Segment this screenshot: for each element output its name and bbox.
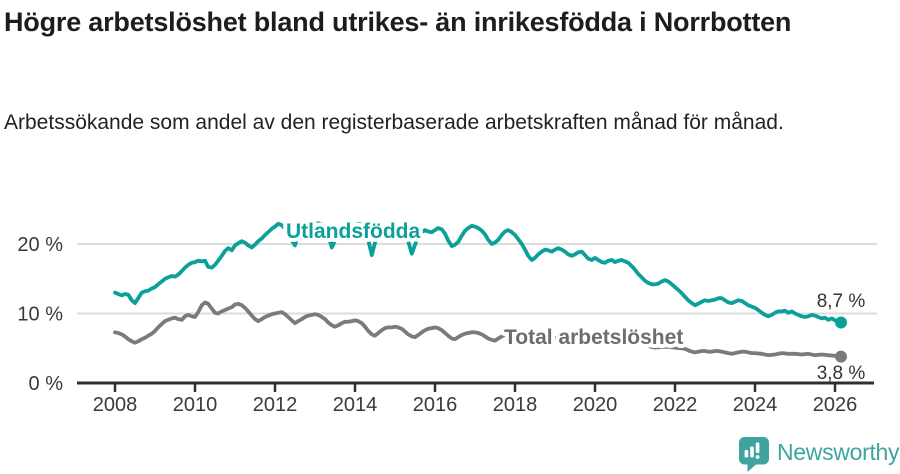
series-line-utlandsfodda (113, 221, 843, 325)
x-tick-label: 2020 (573, 394, 618, 416)
x-tick-label: 2024 (733, 394, 778, 416)
y-axis-label: 20 % (17, 234, 63, 256)
x-tick-label: 2026 (813, 394, 858, 416)
x-tick-label: 2010 (173, 394, 218, 416)
y-axis-label: 10 % (17, 304, 63, 326)
logo-bar-2 (750, 446, 754, 458)
chart-axes-and-series: 0 % 10 % 20 % 2008 2010 2012 2014 2016 2018 2020 2… (17, 221, 877, 416)
end-dot-total (835, 350, 847, 363)
y-axis-label: 0 % (29, 373, 64, 395)
logo-exclamation-bar (755, 442, 760, 453)
end-value-utlandsfodda: 8,7 % (817, 291, 866, 312)
x-tick-label: 2016 (413, 394, 458, 416)
series-label-total: Total arbetslöshet (504, 326, 683, 349)
end-dot-utlandsfodda (835, 316, 847, 329)
x-tick-label: 2008 (93, 394, 138, 416)
x-tick-label: 2012 (253, 394, 298, 416)
newsworthy-logo-text: Newsworthy (777, 439, 900, 465)
series-label-utlandsfodda: Utlandsfödda (286, 220, 420, 243)
page-title: Högre arbetslöshet bland utrikes- än inr… (4, 7, 792, 37)
x-tick-label: 2022 (653, 394, 698, 416)
end-value-total: 3,8 % (817, 363, 866, 384)
x-tick-label: 2014 (333, 394, 378, 416)
newsworthy-logo-icon (739, 437, 769, 472)
logo-exclamation-dot (755, 455, 760, 459)
newsworthy-logo[interactable]: Newsworthy (739, 437, 900, 472)
logo-bar-1 (744, 450, 749, 458)
x-tick-label: 2018 (493, 394, 538, 416)
page-subtitle: Arbetssökande som andel av den registerb… (4, 111, 784, 134)
series-line-total (113, 300, 843, 359)
